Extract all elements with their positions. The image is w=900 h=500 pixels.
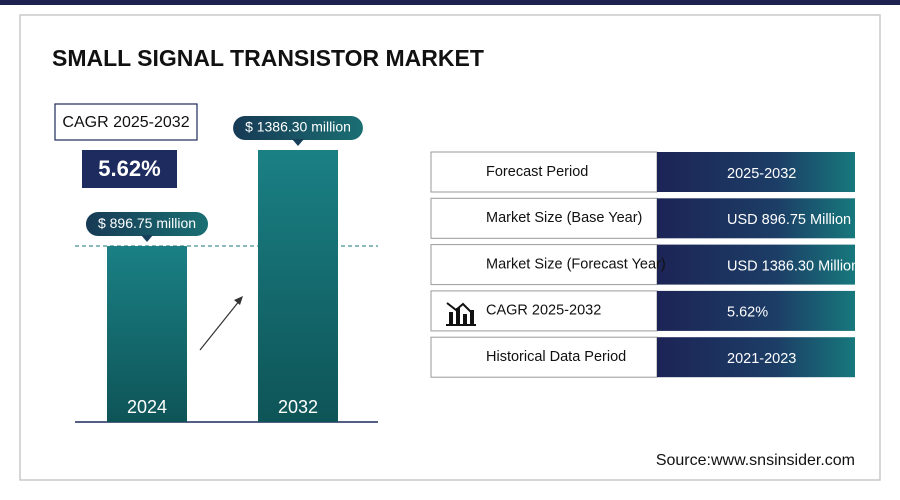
growth-arrow-head (234, 296, 243, 305)
value-label-pointer (292, 139, 304, 146)
title: SMALL SIGNAL TRANSISTOR MARKET (52, 45, 484, 71)
row-value: USD 1386.30 Million (727, 258, 859, 274)
row-label: Forecast Period (486, 164, 588, 180)
cagr-value: 5.62% (98, 156, 160, 181)
row-value-cell (657, 244, 855, 285)
cagr-value-box (82, 150, 177, 188)
row-value: USD 896.75 Million (727, 212, 851, 228)
row-label: Market Size (Forecast Year) (486, 256, 666, 272)
icon-line (446, 302, 474, 315)
bar (258, 150, 338, 422)
icon-bar (449, 312, 453, 324)
value-label-pill (85, 212, 209, 237)
row-label-cell (430, 197, 658, 239)
row-label: Market Size (Base Year) (486, 210, 642, 226)
bar (107, 246, 187, 422)
row-label-cell (430, 336, 658, 378)
icon-bar (470, 310, 474, 324)
icon-bar (456, 308, 460, 324)
source: Source:www.snsinsider.com (656, 452, 855, 469)
top-band (0, 0, 900, 5)
value-label: $ 1386.30 million (245, 119, 351, 135)
value-label-pointer (141, 235, 153, 243)
value-label: $ 896.75 million (98, 215, 196, 231)
row-value-cell (657, 152, 855, 192)
row-value-cell (657, 290, 855, 331)
row-value: 2021-2023 (727, 351, 796, 367)
x-tick-label: 2032 (278, 397, 318, 417)
row-label: CAGR 2025-2032 (486, 303, 601, 319)
icon-axis (446, 324, 476, 326)
cagr-label-box (54, 103, 198, 141)
value-label-pill (233, 116, 363, 140)
cagr-label: CAGR 2025-2032 (62, 114, 189, 131)
row-value: 2025-2032 (727, 166, 796, 182)
row-value: 5.62% (727, 305, 768, 321)
x-tick-label: 2024 (127, 397, 167, 417)
growth-arrow (199, 299, 241, 351)
row-value-cell (657, 198, 855, 239)
row-label-cell (430, 151, 658, 193)
cagr-icon (446, 302, 476, 326)
icon-bar (463, 314, 467, 324)
row-value-cell (657, 337, 855, 378)
row-label: Historical Data Period (486, 349, 626, 365)
